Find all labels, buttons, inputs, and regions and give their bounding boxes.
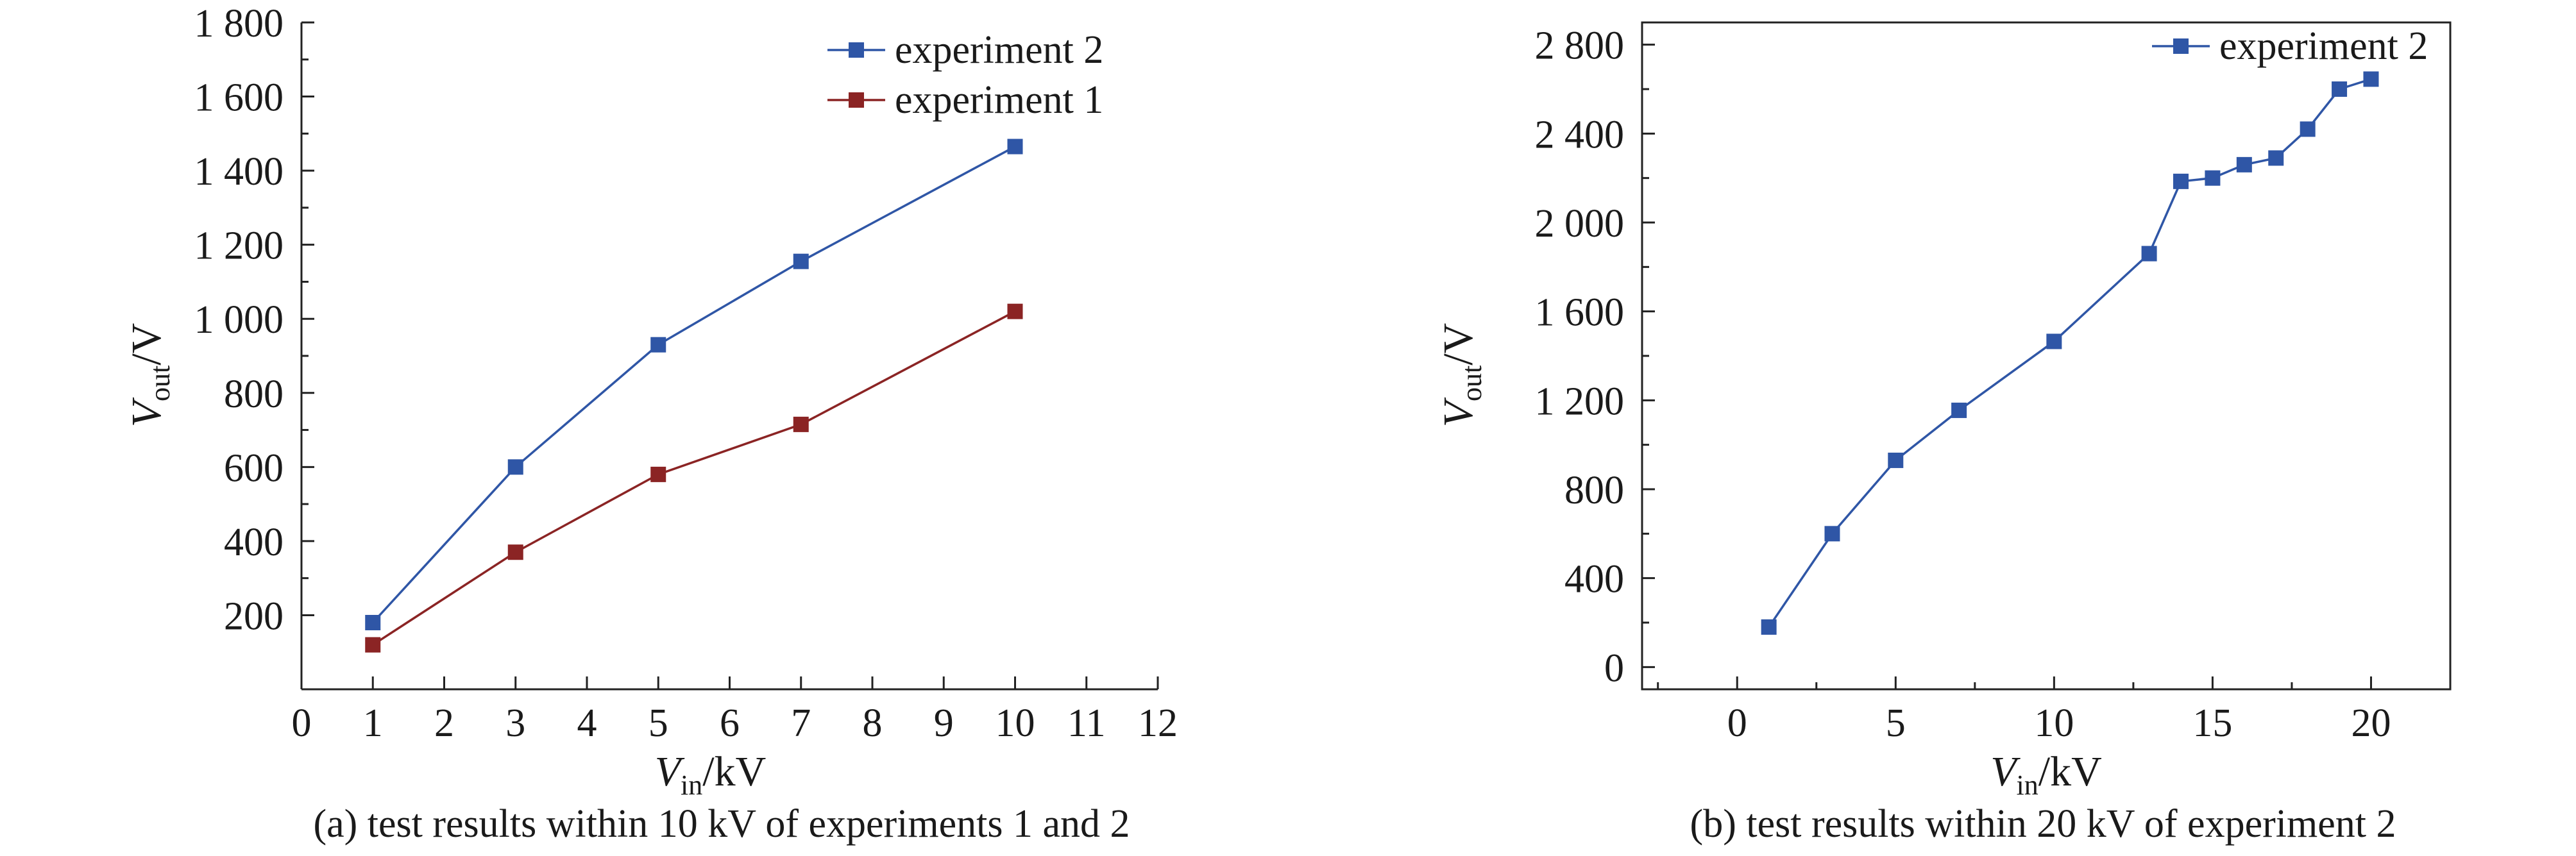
y-axis-label-unit: /V bbox=[123, 323, 170, 365]
y-tick-label: 1 600 bbox=[194, 76, 284, 120]
y-tick-label: 2 000 bbox=[1535, 202, 1625, 246]
y-tick-label: 800 bbox=[224, 373, 284, 416]
y-axis-label: Vout/V bbox=[123, 323, 176, 428]
data-point bbox=[650, 466, 666, 482]
data-point bbox=[2205, 170, 2221, 186]
data-point bbox=[1888, 452, 1904, 468]
data-point bbox=[1761, 619, 1777, 635]
data-point bbox=[1951, 402, 1967, 418]
y-tick-label: 1 200 bbox=[194, 224, 284, 268]
y-tick-label: 1 200 bbox=[1535, 380, 1625, 423]
x-axis-label-unit: /kV bbox=[702, 748, 766, 795]
y-tick-label: 200 bbox=[224, 594, 284, 638]
data-point bbox=[365, 615, 381, 630]
data-point bbox=[2236, 156, 2252, 172]
legend-label: experiment 2 bbox=[2219, 24, 2428, 68]
x-axis-label-subscript: in bbox=[681, 769, 702, 801]
series-1 bbox=[365, 138, 1023, 630]
x-axis-label-symbol: V bbox=[1990, 748, 2021, 795]
x-axis-label-symbol: V bbox=[655, 748, 685, 795]
x-tick-label: 8 bbox=[863, 701, 883, 745]
x-tick-label: 7 bbox=[791, 701, 811, 745]
y-tick-label: 600 bbox=[224, 446, 284, 490]
x-axis-label-unit: /kV bbox=[2038, 748, 2102, 795]
data-point bbox=[2141, 246, 2157, 262]
y-tick-label: 1 600 bbox=[1535, 291, 1625, 335]
x-tick-label: 15 bbox=[2192, 701, 2232, 745]
y-axis-label: Vout/V bbox=[1435, 323, 1487, 428]
data-point bbox=[507, 459, 523, 475]
y-tick-label: 2 800 bbox=[1535, 24, 1625, 68]
data-point bbox=[507, 544, 523, 560]
data-point bbox=[365, 637, 381, 653]
series-2 bbox=[365, 303, 1023, 653]
data-point bbox=[1824, 526, 1840, 542]
data-point bbox=[650, 337, 666, 353]
y-tick-label: 800 bbox=[1564, 469, 1624, 512]
y-tick-label: 2 400 bbox=[1535, 113, 1625, 156]
x-tick-label: 0 bbox=[1727, 701, 1747, 745]
data-point bbox=[2363, 71, 2379, 87]
data-point bbox=[1007, 303, 1023, 319]
x-tick-label: 1 bbox=[363, 701, 383, 745]
x-tick-label: 5 bbox=[1886, 701, 1906, 745]
y-axis-label-subscript: out bbox=[1456, 365, 1487, 401]
y-tick-label: 1 800 bbox=[194, 2, 284, 46]
legend-entry: experiment 2 bbox=[2152, 24, 2428, 68]
x-tick-label: 0 bbox=[292, 701, 312, 745]
x-axis-label-subscript: in bbox=[2017, 769, 2038, 801]
x-tick-label: 9 bbox=[934, 701, 954, 745]
y-tick-label: 400 bbox=[1564, 558, 1624, 601]
x-tick-label: 5 bbox=[648, 701, 668, 745]
y-tick-label: 1 400 bbox=[194, 150, 284, 194]
data-point bbox=[793, 416, 809, 432]
x-tick-label: 6 bbox=[720, 701, 740, 745]
series-line bbox=[371, 146, 1016, 624]
panel-caption: (a) test results within 10 kV of experim… bbox=[313, 802, 1130, 846]
y-tick-label: 0 bbox=[1604, 646, 1624, 690]
legend-entry: experiment 1 bbox=[827, 78, 1103, 122]
data-point bbox=[1007, 138, 1023, 155]
data-point bbox=[2173, 173, 2189, 189]
series-1 bbox=[1761, 71, 2379, 635]
legend-marker bbox=[849, 42, 864, 58]
y-tick-label: 1 000 bbox=[194, 298, 284, 342]
y-axis-label-unit: /V bbox=[1435, 323, 1482, 365]
data-point bbox=[2332, 81, 2348, 97]
data-point bbox=[793, 253, 809, 269]
data-point bbox=[2300, 121, 2316, 137]
legend-label: experiment 2 bbox=[895, 28, 1103, 72]
x-tick-label: 3 bbox=[505, 701, 525, 745]
x-tick-label: 10 bbox=[996, 701, 1035, 745]
x-tick-label: 2 bbox=[434, 701, 454, 745]
x-axis-label: Vin/kV bbox=[1990, 748, 2102, 801]
legend-marker bbox=[849, 92, 864, 108]
y-axis-label-subscript: out bbox=[144, 365, 176, 401]
series-line bbox=[372, 310, 1016, 646]
panel-caption: (b) test results within 20 kV of experim… bbox=[1690, 802, 2396, 846]
chart-panel-2: 0 400 800 1 200 1 600 2 000 2 400 2 800 0 5 10 15 20… bbox=[1435, 21, 2452, 846]
x-tick-label: 4 bbox=[577, 701, 597, 745]
legend-marker bbox=[2173, 38, 2189, 54]
y-tick-label: 400 bbox=[224, 521, 284, 564]
x-tick-label: 12 bbox=[1138, 701, 1178, 745]
legend-entry: experiment 2 bbox=[827, 28, 1103, 72]
plot-frame bbox=[1641, 21, 2452, 691]
x-tick-label: 10 bbox=[2034, 701, 2074, 745]
x-axis-label: Vin/kV bbox=[655, 748, 767, 801]
data-point bbox=[2268, 150, 2284, 166]
y-axis-label-symbol: V bbox=[1435, 397, 1482, 427]
data-point bbox=[2046, 333, 2062, 349]
legend-label: experiment 1 bbox=[895, 78, 1103, 122]
x-tick-label: 20 bbox=[2351, 701, 2391, 745]
y-axis-label-symbol: V bbox=[123, 397, 170, 427]
x-tick-label: 11 bbox=[1067, 701, 1106, 745]
